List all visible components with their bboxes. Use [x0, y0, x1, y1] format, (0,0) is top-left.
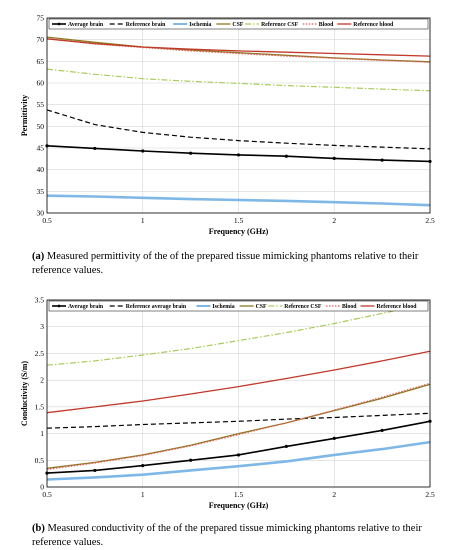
legend-label: Ischemia: [212, 304, 234, 310]
data-point: [284, 444, 288, 448]
legend-label: Reference blood: [353, 22, 394, 28]
y-tick-label: 3.5: [35, 296, 45, 305]
x-tick-label: 1: [141, 490, 145, 499]
caption-permittivity: (a) Measured permittivity of the of the …: [32, 250, 452, 278]
caption-conductivity: (b) Measured conductivity of the of the …: [32, 522, 452, 550]
legend-label: Blood: [319, 22, 334, 28]
y-tick-label: 0: [40, 483, 44, 492]
legend-label: Average brain: [68, 22, 104, 28]
data-point: [284, 154, 288, 158]
y-tick-label: 2.5: [35, 349, 45, 358]
series-line-csf: [46, 383, 431, 469]
data-point: [189, 151, 193, 155]
series-line-reference-blood: [46, 38, 431, 57]
legend-label: Reference brain: [126, 22, 166, 28]
plot-frame: [46, 299, 431, 488]
legend-label: Reference average brain: [126, 304, 187, 310]
y-tick-label: 50: [37, 122, 45, 131]
series-line-reference-blood: [46, 350, 431, 414]
series-line-csf: [46, 36, 431, 63]
caption-b-label: (b): [32, 523, 45, 534]
caption-a-text: Measured permittivity of the of the prep…: [32, 251, 419, 276]
y-tick-label: 1.5: [35, 402, 45, 411]
legend-label: Reference CSF: [284, 304, 322, 310]
y-tick-label: 3: [40, 322, 44, 331]
data-point: [93, 468, 97, 473]
y-tick-label: 0.5: [35, 456, 45, 465]
legend: Average brain Reference average brain Isch…: [48, 300, 429, 312]
y-tick-label: 70: [37, 35, 45, 44]
data-point: [236, 153, 241, 157]
y-tick-label: 40: [37, 165, 45, 174]
series-line-ischemia: [46, 194, 431, 207]
y-tick-label: 35: [37, 187, 45, 196]
data-point: [332, 156, 336, 160]
data-point: [236, 453, 241, 457]
x-tick-label: 1.5: [234, 490, 244, 499]
x-axis-label: Frequency (GHz): [209, 227, 269, 236]
x-tick-label: 2: [332, 216, 336, 225]
x-tick-label: 0.5: [42, 490, 52, 499]
y-tick-label: 60: [37, 79, 45, 88]
x-axis-label: Frequency (GHz): [209, 501, 269, 510]
data-point: [332, 436, 336, 440]
legend-label: Reference blood: [377, 304, 418, 310]
data-point: [189, 458, 193, 462]
series-line-reference-csf: [46, 68, 431, 92]
legend-label: Reference CSF: [261, 22, 299, 28]
y-tick-label: 30: [37, 209, 45, 218]
permittivity-chart: 0.5 1 1.5 2 2.5 30 35 40 45 50 55 60 65 70 75 Frequency…: [20, 14, 435, 237]
legend-label: Ischemia: [189, 22, 211, 28]
data-point: [93, 146, 97, 151]
legend: Average brain Reference brain Ischemia CSF R…: [48, 18, 429, 30]
data-point: [141, 149, 145, 153]
x-tick-label: 0.5: [42, 216, 52, 225]
x-tick-label: 1.5: [234, 216, 244, 225]
y-axis-label: Permittivity: [20, 95, 29, 136]
x-tick-label: 1: [141, 216, 145, 225]
legend-label: CSF: [232, 22, 243, 28]
x-tick-label: 2: [332, 490, 336, 499]
series-line-blood: [46, 382, 431, 470]
legend-label: Blood: [342, 304, 357, 310]
caption-a-label: (a): [32, 251, 45, 262]
y-tick-label: 75: [37, 14, 45, 23]
x-tick-label: 2.5: [425, 490, 435, 499]
y-axis-label: Conductivity (S/m): [20, 361, 29, 426]
data-point: [380, 428, 384, 432]
legend-label: Average brain: [68, 304, 104, 310]
plot-frame: [46, 17, 431, 214]
y-tick-label: 55: [37, 100, 45, 109]
data-point: [141, 464, 145, 468]
y-tick-label: 2: [40, 376, 44, 385]
y-tick-label: 45: [37, 144, 45, 153]
y-tick-label: 1: [40, 429, 44, 438]
series-line-reference-csf: [46, 302, 431, 366]
x-tick-label: 2.5: [425, 216, 435, 225]
data-point: [380, 158, 384, 162]
series-line-ischemia: [46, 440, 431, 481]
legend-label: CSF: [256, 304, 267, 310]
caption-b-text: Measured conductivity of the of the prep…: [32, 523, 422, 548]
y-tick-label: 65: [37, 57, 45, 66]
series-line-reference-brain: [46, 109, 431, 150]
